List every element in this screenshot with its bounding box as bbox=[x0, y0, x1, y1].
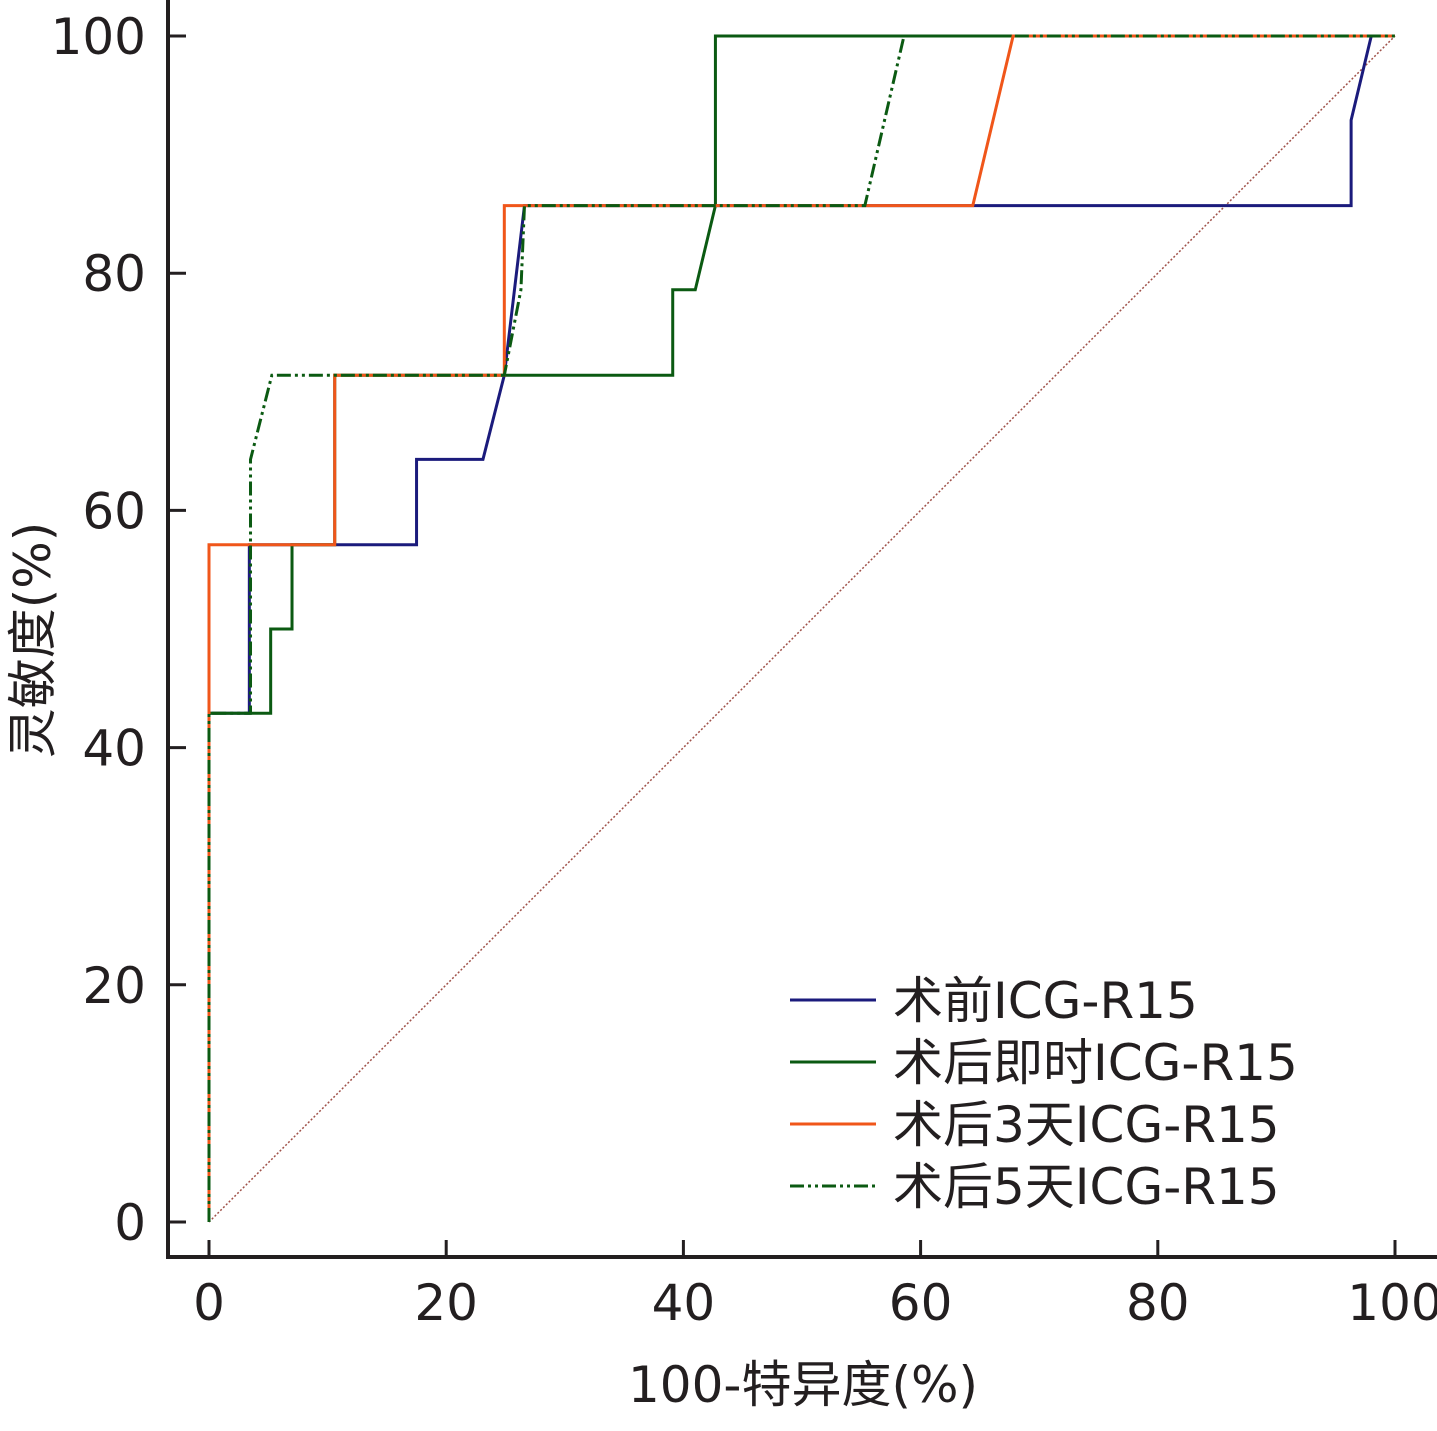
y-axis-label: 灵敏度(%) bbox=[4, 522, 62, 759]
legend-label: 术前ICG-R15 bbox=[893, 972, 1198, 1030]
x-tick-label: 80 bbox=[1126, 1274, 1190, 1332]
y-tick-label: 100 bbox=[51, 8, 146, 66]
legend-label: 术后即时ICG-R15 bbox=[893, 1034, 1298, 1092]
y-tick-label: 80 bbox=[82, 245, 146, 303]
roc-curve-4 bbox=[207, 34, 1395, 1222]
reference-line-group bbox=[208, 35, 1396, 1223]
x-tick-label: 20 bbox=[414, 1274, 478, 1332]
legend: 术前ICG-R15术后即时ICG-R15术后3天ICG-R15术后5天ICG-R… bbox=[790, 972, 1298, 1216]
y-tick-label: 60 bbox=[82, 482, 146, 540]
y-tick-label: 40 bbox=[82, 720, 146, 778]
y-tick-label: 20 bbox=[82, 957, 146, 1015]
x-tick-label: 0 bbox=[193, 1274, 225, 1332]
x-tick-label: 100 bbox=[1347, 1274, 1437, 1332]
legend-label: 术后5天ICG-R15 bbox=[893, 1158, 1280, 1216]
x-axis-label: 100-特异度(%) bbox=[628, 1356, 978, 1414]
y-tick-label: 0 bbox=[114, 1194, 146, 1252]
roc-curve-3 bbox=[207, 34, 1395, 1222]
legend-label: 术后3天ICG-R15 bbox=[893, 1096, 1280, 1154]
x-tick-label: 60 bbox=[889, 1274, 953, 1332]
x-tick-label: 40 bbox=[652, 1274, 716, 1332]
reference-diagonal-line bbox=[208, 35, 1396, 1223]
axes: 0 20 40 60 80 100 0 20 40 60 80 100 bbox=[51, 0, 1437, 1332]
series-group bbox=[207, 34, 1395, 1222]
